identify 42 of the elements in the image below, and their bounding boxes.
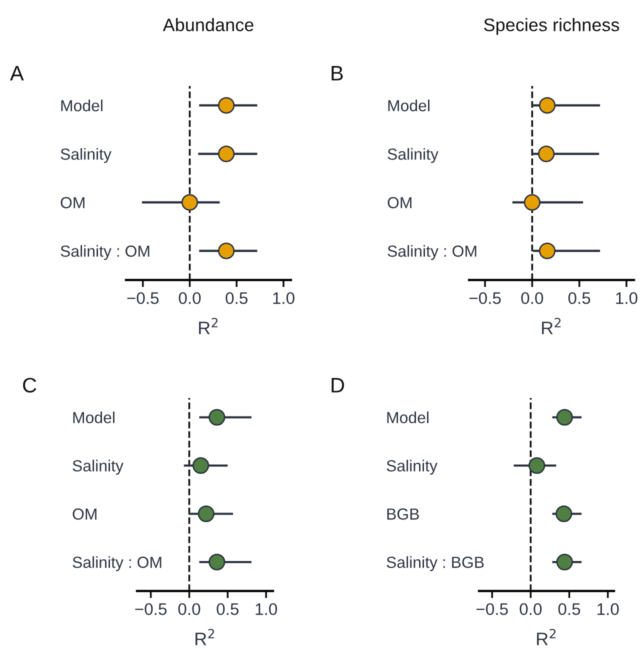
text: C <box>23 378 36 393</box>
x-tick-label: −0.5 <box>476 603 508 616</box>
text: D <box>332 378 344 392</box>
x-axis-title: R$^{2}$ <box>542 318 561 334</box>
y-tick-label: Model <box>388 100 430 112</box>
x-tick-label: 0.0 <box>520 603 542 616</box>
y-tick-label: OM <box>72 508 96 520</box>
chart-title: Species richness <box>484 18 620 35</box>
y-tick-label: Salinity : BGB <box>386 556 484 572</box>
y-tick-label: OM <box>388 197 412 208</box>
x-axis-title: R$^{2}$ <box>196 628 214 646</box>
y-tick-label: Salinity <box>386 460 438 475</box>
y-tick-label: OM <box>60 197 84 208</box>
x-axis-title: R$^{2}$ <box>199 318 218 334</box>
x-tick-label: 0.5 <box>226 292 248 304</box>
text: B <box>332 66 343 80</box>
y-tick-label: BGB <box>387 508 419 520</box>
x-tick-label: 1.0 <box>616 292 638 304</box>
x-axis-title: R$^{2}$ <box>537 628 556 646</box>
x-tick-label: 1.0 <box>273 292 294 304</box>
x-tick-label: 1.0 <box>256 603 278 616</box>
y-tick-label: Salinity <box>72 460 124 475</box>
x-tick-label: 0.0 <box>178 292 201 304</box>
x-tick-label: 0.0 <box>178 603 200 616</box>
y-tick-label: Salinity <box>388 148 438 163</box>
x-tick-label: 0.5 <box>568 292 590 304</box>
x-tick-label: 0.5 <box>216 603 239 616</box>
y-tick-label: Model <box>73 412 114 424</box>
x-tick-label: −0.5 <box>135 603 167 616</box>
y-tick-label: Salinity : OM <box>388 245 476 260</box>
x-tick-label: −0.5 <box>127 292 159 304</box>
x-tick-label: 0.5 <box>558 603 580 616</box>
chart-title: Abundance <box>162 18 254 32</box>
text: A <box>10 66 24 80</box>
y-tick-label: Salinity : OM <box>72 556 162 572</box>
y-tick-label: Salinity <box>60 148 112 163</box>
x-tick-label: −0.5 <box>469 292 501 304</box>
y-tick-label: Model <box>61 100 102 112</box>
x-tick-label: 0.0 <box>521 292 544 304</box>
x-tick-label: 1.0 <box>598 603 619 616</box>
y-tick-label: Salinity : OM <box>60 245 150 260</box>
y-tick-label: Model <box>387 412 428 424</box>
